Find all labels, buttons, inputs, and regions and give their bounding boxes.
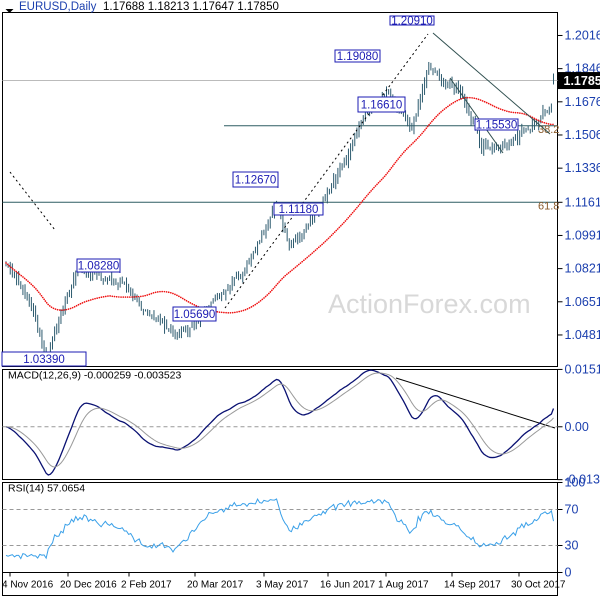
svg-text:1.15530: 1.15530	[476, 120, 518, 132]
svg-text:4 Nov 2016: 4 Nov 2016	[2, 580, 54, 591]
svg-text:1.17850: 1.17850	[564, 74, 600, 88]
svg-text:20 Mar 2017: 20 Mar 2017	[187, 580, 244, 591]
svg-text:0: 0	[565, 566, 572, 580]
svg-text:1.06510: 1.06510	[565, 295, 600, 309]
svg-text:0.01512: 0.01512	[565, 362, 600, 376]
svg-text:1.12670: 1.12670	[235, 175, 277, 187]
svg-text:1.04810: 1.04810	[565, 328, 600, 342]
svg-text:MACD(12,26,9) -0.000259 -0.003: MACD(12,26,9) -0.000259 -0.003523	[8, 370, 182, 382]
svg-text:1.17688 1.18213 1.17647 1.1: 1.17688 1.18213 1.17647 1.17850	[103, 1, 279, 13]
svg-text:1.11610: 1.11610	[565, 195, 600, 209]
svg-text:14 Sep 2017: 14 Sep 2017	[444, 580, 501, 591]
svg-text:1.05690: 1.05690	[174, 309, 216, 321]
svg-text:ActionForex.com: ActionForex.com	[328, 289, 531, 319]
svg-text:2 Feb 2017: 2 Feb 2017	[121, 580, 172, 591]
svg-text:20 Dec 2016: 20 Dec 2016	[60, 580, 117, 591]
svg-text:1.16610: 1.16610	[361, 100, 403, 112]
svg-text:1.19080: 1.19080	[337, 51, 379, 63]
svg-text:1.03390: 1.03390	[23, 354, 65, 366]
svg-text:61.8: 61.8	[538, 200, 559, 212]
svg-text:30 Oct 2017: 30 Oct 2017	[511, 580, 566, 591]
svg-text:1.09910: 1.09910	[565, 228, 600, 242]
svg-text:1.20160: 1.20160	[565, 28, 600, 42]
svg-text:1.08280: 1.08280	[78, 261, 120, 273]
svg-text:1.13360: 1.13360	[565, 161, 600, 175]
svg-text:1.15060: 1.15060	[565, 128, 600, 142]
svg-text:30: 30	[565, 539, 579, 553]
svg-text:38.2: 38.2	[538, 124, 559, 136]
svg-text:0.00: 0.00	[565, 420, 589, 434]
svg-text:RSI(14) 57.0654: RSI(14) 57.0654	[8, 483, 85, 495]
svg-text:1.20910: 1.20910	[391, 16, 433, 28]
svg-text:1 Aug 2017: 1 Aug 2017	[378, 580, 429, 591]
svg-text:1.08210: 1.08210	[565, 262, 600, 276]
svg-text:1.16760: 1.16760	[565, 95, 600, 109]
svg-text:1.11180: 1.11180	[279, 204, 319, 216]
svg-text:100: 100	[565, 476, 586, 490]
svg-text:3 May 2017: 3 May 2017	[256, 580, 309, 591]
svg-text:16 Jun 2017: 16 Jun 2017	[320, 580, 375, 591]
svg-text:EURUSD,Daily: EURUSD,Daily	[19, 1, 97, 13]
svg-text:70: 70	[565, 503, 579, 517]
